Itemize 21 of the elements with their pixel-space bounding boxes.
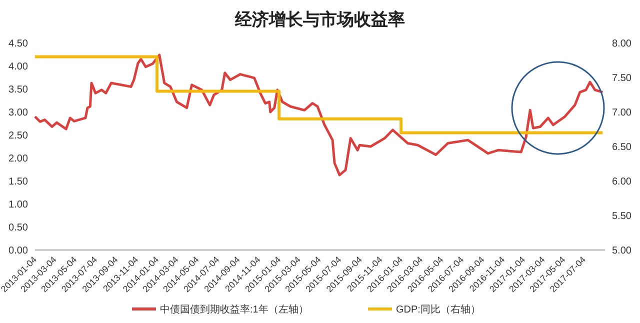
y-tick-label: 4.50 (8, 38, 28, 50)
y-tick-label: 1.50 (8, 176, 28, 188)
y-tick-label: 0.50 (8, 222, 28, 234)
y2-tick-label: 7.50 (612, 73, 632, 84)
legend-label: GDP:同比（右轴） (396, 304, 480, 316)
y2-tick-label: 5.50 (612, 211, 632, 222)
y2-tick-label: 5.00 (612, 246, 632, 256)
line-series (34, 54, 604, 176)
y-tick-label: 3.00 (8, 108, 28, 118)
y2-tick-label: 6.50 (612, 142, 632, 153)
y2-tick-label: 8.00 (612, 38, 632, 50)
y-tick-label: 4.00 (8, 62, 28, 72)
y-tick-label: 2.50 (8, 130, 28, 142)
y-tick-label: 1.00 (8, 200, 28, 210)
y-tick-label: 0.00 (8, 246, 28, 256)
y-tick-label: 2.00 (8, 154, 28, 164)
y2-tick-label: 7.00 (612, 108, 632, 118)
chart-title: 经济增长与市场收益率 (234, 10, 405, 29)
legend-label: 中债国债到期收益率:1年（左轴） (160, 304, 308, 316)
y-tick-label: 3.50 (8, 84, 28, 96)
y2-tick-label: 6.00 (612, 176, 632, 188)
